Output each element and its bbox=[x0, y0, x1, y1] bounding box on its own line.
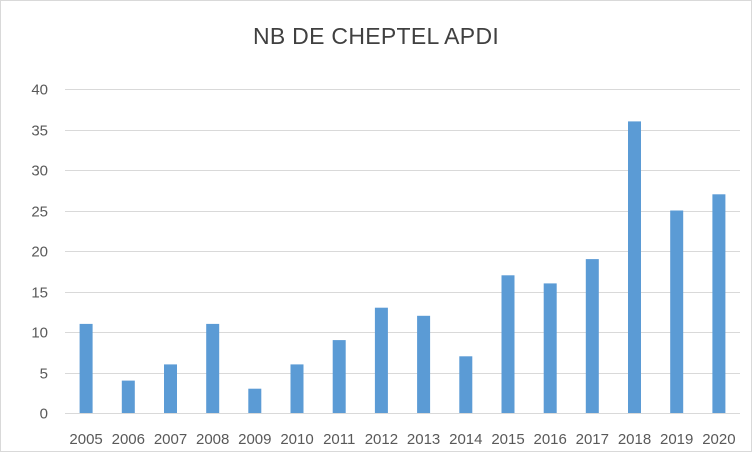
y-tick-label: 30 bbox=[31, 163, 48, 180]
x-tick-label-2012: 2012 bbox=[365, 431, 398, 448]
bar-2007 bbox=[164, 364, 177, 413]
gridlines bbox=[65, 89, 740, 414]
bar-2020 bbox=[712, 194, 726, 413]
y-tick-label: 35 bbox=[31, 123, 48, 140]
x-tick-label-2020: 2020 bbox=[702, 431, 735, 448]
y-tick-label: 10 bbox=[31, 325, 48, 342]
x-tick-label-2018: 2018 bbox=[618, 431, 651, 448]
bars bbox=[79, 121, 726, 414]
bar-2012 bbox=[374, 307, 388, 413]
bar-2010 bbox=[290, 364, 304, 413]
y-axis-ticks: 0 5 10 15 20 25 30 35 40 bbox=[31, 82, 48, 423]
y-tick-label: 15 bbox=[31, 285, 48, 302]
bar-2006 bbox=[121, 380, 135, 413]
x-tick-label-2014: 2014 bbox=[449, 431, 482, 448]
x-tick-label-2010: 2010 bbox=[280, 431, 313, 448]
bar-2013 bbox=[417, 315, 431, 413]
bar-2009 bbox=[248, 388, 262, 413]
y-tick-label: 25 bbox=[31, 204, 48, 221]
x-tick-label-2006: 2006 bbox=[112, 431, 145, 448]
bar-2017 bbox=[585, 259, 599, 413]
x-tick-label-2005: 2005 bbox=[69, 431, 102, 448]
y-tick-label: 0 bbox=[40, 406, 48, 423]
y-tick-label: 20 bbox=[31, 244, 48, 261]
bar-2014 bbox=[459, 356, 473, 413]
bar-2019 bbox=[670, 210, 684, 413]
x-tick-label-2007: 2007 bbox=[154, 431, 187, 448]
bar-2008 bbox=[206, 323, 220, 413]
x-tick-label-2015: 2015 bbox=[491, 431, 524, 448]
x-tick-label-2017: 2017 bbox=[576, 431, 609, 448]
bar-2015 bbox=[501, 275, 515, 413]
x-tick-label-2008: 2008 bbox=[196, 431, 229, 448]
x-tick-label-2013: 2013 bbox=[407, 431, 440, 448]
bar-2005 bbox=[79, 323, 93, 413]
x-tick-label-2011: 2011 bbox=[323, 431, 355, 448]
bar-2016 bbox=[543, 283, 557, 413]
x-axis-ticks: 2005 2006 2007 2008 2009 2010 2011 2012 2013 2014… bbox=[69, 431, 735, 448]
chart-title: NB DE CHEPTEL APDI bbox=[252, 23, 500, 49]
bar-2018 bbox=[628, 121, 641, 414]
y-tick-label: 40 bbox=[31, 82, 48, 99]
x-tick-label-2019: 2019 bbox=[660, 431, 693, 448]
y-tick-label: 5 bbox=[40, 366, 48, 383]
x-tick-label-2016: 2016 bbox=[534, 431, 567, 448]
bar-2011 bbox=[332, 340, 346, 413]
x-tick-label-2009: 2009 bbox=[238, 431, 271, 448]
